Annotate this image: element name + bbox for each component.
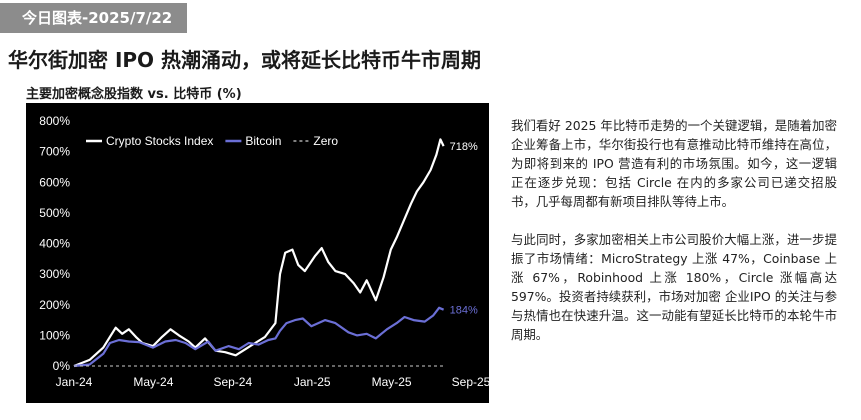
y-tick-label: 400% [39,237,70,251]
legend-entry: Bitcoin [245,134,281,148]
legend-entry: Crypto Stocks Index [106,134,213,148]
x-tick-label: Sep-25 [452,375,489,389]
y-tick-label: 700% [39,145,70,159]
y-tick-label: 100% [39,328,70,342]
y-tick-label: 800% [39,114,70,128]
end-value-label: 718% [450,141,478,153]
commentary-paragraph-1: 我们看好 2025 年比特币走势的一个关键逻辑，是随着加密企业筹备上市，华尔街投… [511,118,837,209]
date-tag: 今日图表-2025/7/22 [0,3,187,33]
y-tick-label: 500% [39,206,70,220]
line-chart: 0% 100% 200% 300% 400% 500% 600% 700% 800% Jan-24… [26,103,489,403]
y-tick-label: 0% [53,359,71,373]
x-tick-label: Jan-25 [294,375,331,389]
series-line-bitcoin [73,306,445,368]
y-tick-label: 200% [39,298,70,312]
headline: 华尔街加密 IPO 热潮涌动，或将延长比特币牛市周期 [8,48,482,72]
y-tick-label: 600% [39,175,70,189]
legend-entry: Zero [313,134,338,148]
x-tick-label: Jan-24 [56,375,93,389]
end-value-label: 184% [450,305,478,317]
chart-title: 主要加密概念股指数 vs. 比特币 (%) [26,87,242,102]
x-tick-label: Sep-24 [213,375,252,389]
x-tick-label: May-24 [133,375,173,389]
commentary-paragraph-2: 与此同时，多家加密相关上市公司股价大幅上涨，进一步提振了市场情绪：MicroSt… [511,232,837,342]
x-tick-label: May-25 [372,375,412,389]
y-tick-label: 300% [39,267,70,281]
series-line-crypto-stocks-index [73,138,445,368]
commentary: 我们看好 2025 年比特币走势的一个关键逻辑，是随着加密企业筹备上市，华尔街投… [511,116,837,363]
